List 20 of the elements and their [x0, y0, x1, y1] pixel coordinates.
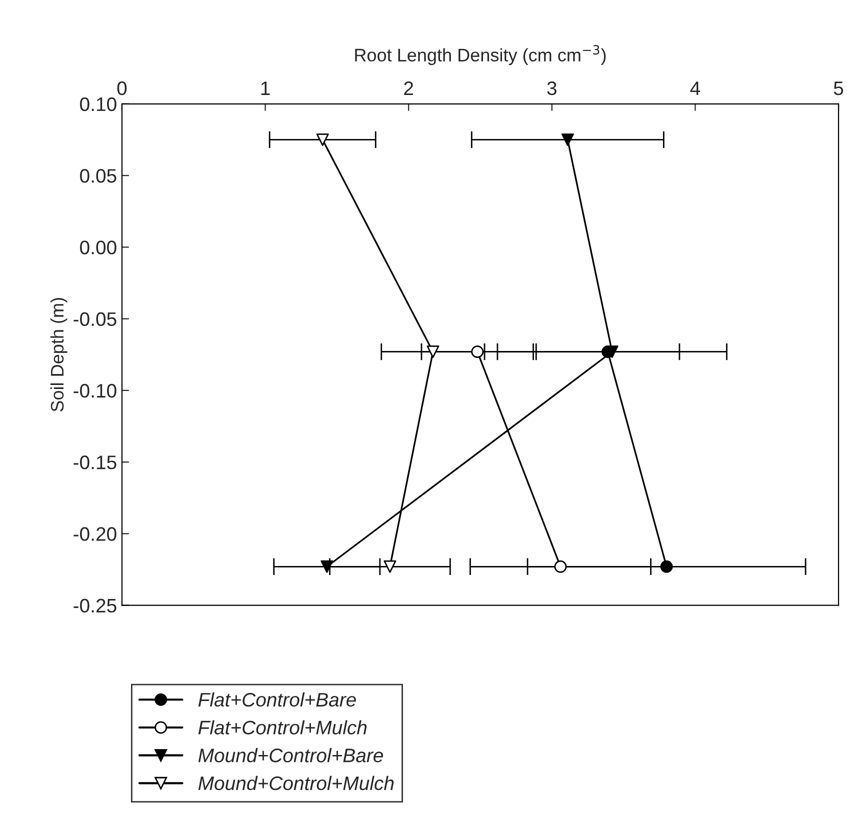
x-tick-label: 4 [690, 82, 700, 95]
x-axis-title: Root Length Density (cm cm$^{−3}$) [355, 45, 606, 66]
y-tick-label: -0.25 [74, 598, 116, 613]
y-tick-label: -0.20 [74, 527, 116, 541]
legend-label: Flat+Control+Mulch [198, 720, 367, 734]
x-tick-label: 0 [117, 81, 127, 96]
legend-label: Mound+Control+Mulch [198, 776, 394, 790]
x-tick-label: 3 [547, 81, 556, 96]
y-tick-label: -0.05 [74, 312, 116, 326]
legend-label: Flat+Control+Bare [198, 692, 356, 707]
x-tick-label: 5 [834, 82, 844, 96]
y-tick-label: -0.15 [74, 456, 116, 470]
y-tick-label: -0.10 [74, 384, 116, 398]
y-axis-title: Soil Depth (m) [50, 298, 68, 412]
legend-label: Mound+Control+Bare [198, 748, 383, 762]
y-tick-label: 0.05 [80, 168, 116, 183]
y-tick-label: 0.10 [80, 97, 116, 112]
y-tick-label: 0.00 [80, 240, 116, 254]
x-tick-label: 1 [261, 82, 270, 95]
x-tick-label: 2 [404, 81, 414, 95]
